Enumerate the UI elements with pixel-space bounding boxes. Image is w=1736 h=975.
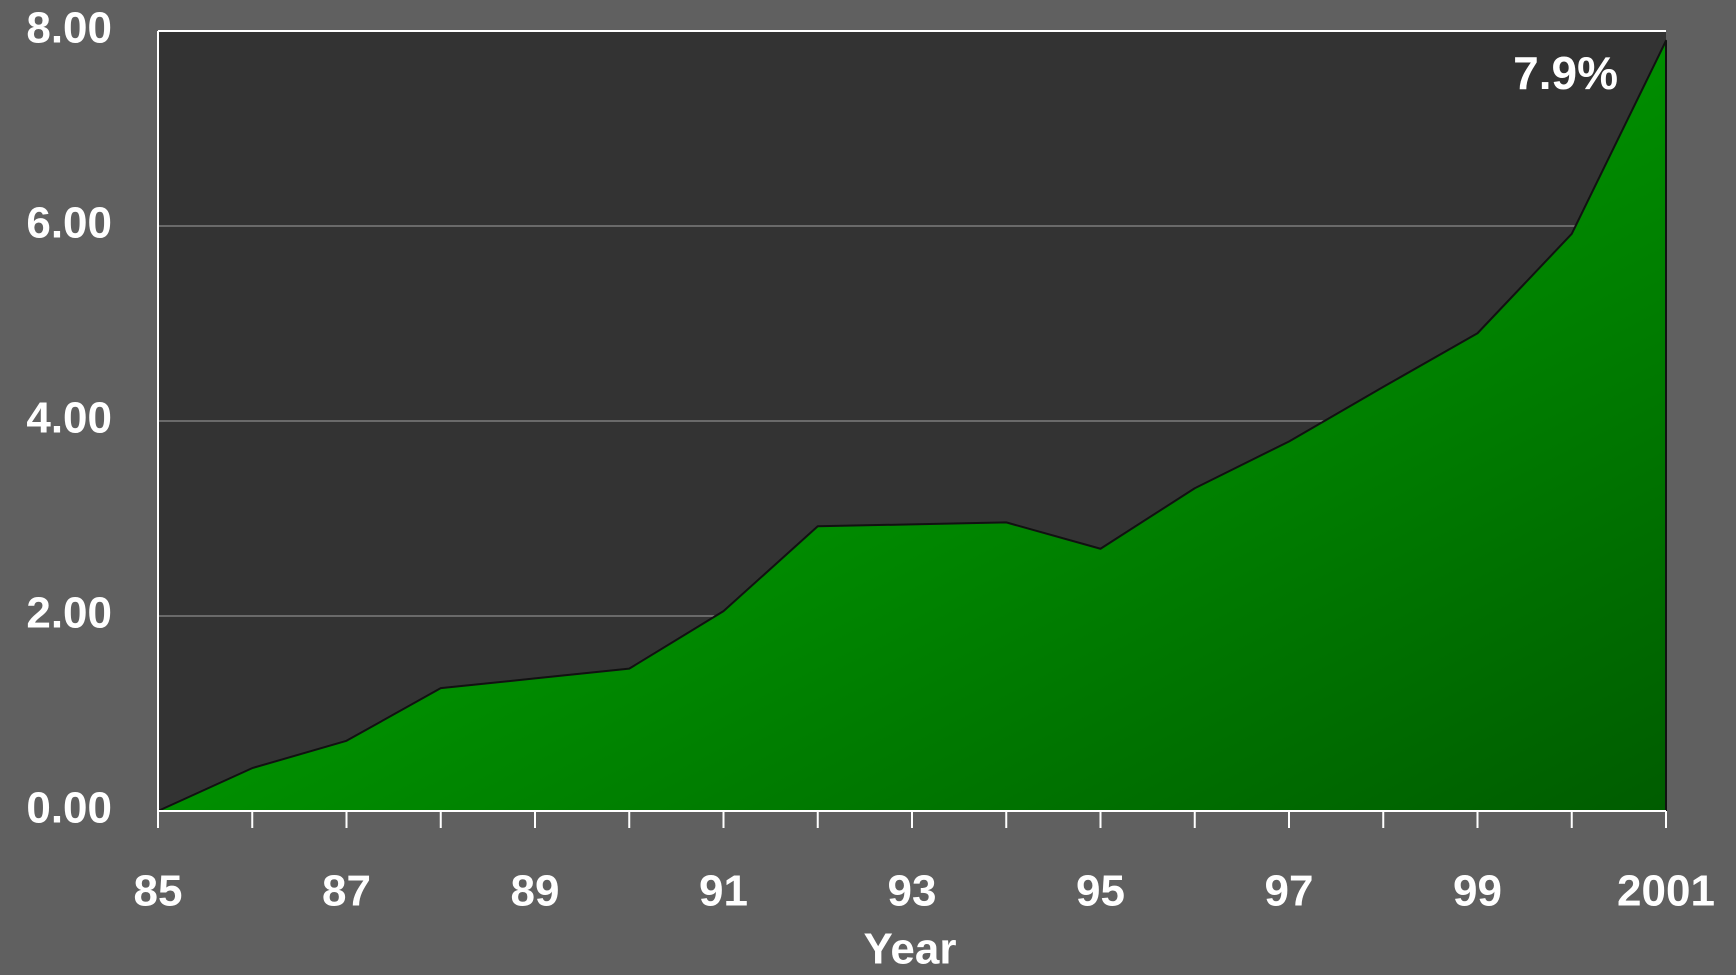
y-tick-label: 6.00: [26, 199, 112, 248]
x-tick-label: 91: [699, 867, 748, 916]
x-tick-label: 87: [322, 867, 371, 916]
area: [157, 39, 1667, 812]
x-tick-label: 89: [511, 867, 560, 916]
y-tick-label: 2.00: [26, 589, 112, 638]
x-tick-label: 97: [1265, 867, 1314, 916]
x-tick-label: 85: [134, 867, 183, 916]
x-tick-label: 99: [1453, 867, 1502, 916]
data-label: 7.9%: [1513, 47, 1618, 99]
x-axis-label: Year: [864, 925, 957, 974]
x-tick-label: 93: [888, 867, 937, 916]
x-tick-label: 95: [1076, 867, 1125, 916]
x-tick-label: 2001: [1617, 867, 1715, 916]
y-tick-label: 4.00: [26, 394, 112, 443]
y-tick-label: 0.00: [26, 784, 112, 833]
y-tick-label: 8.00: [26, 4, 112, 53]
